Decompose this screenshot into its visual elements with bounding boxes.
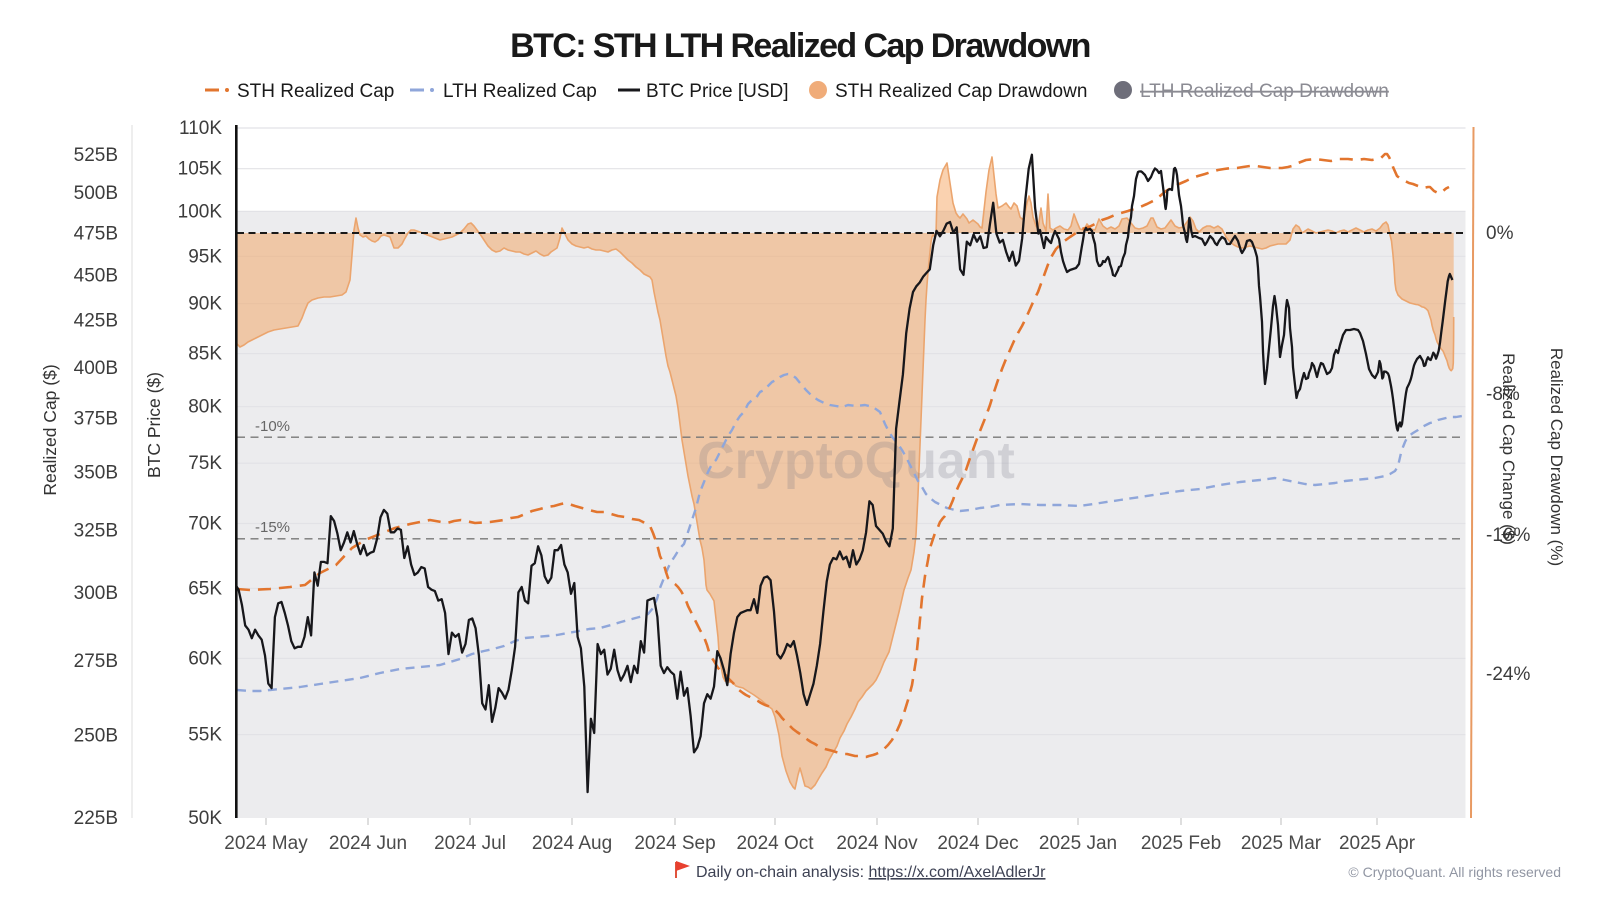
svg-text:75K: 75K — [188, 453, 222, 474]
svg-text:375B: 375B — [74, 408, 118, 429]
svg-text:110K: 110K — [179, 118, 222, 139]
svg-text:2024 Dec: 2024 Dec — [937, 833, 1018, 854]
svg-text:70K: 70K — [188, 514, 222, 535]
svg-text:2024 Nov: 2024 Nov — [836, 833, 918, 854]
svg-text:-16%: -16% — [1486, 525, 1530, 546]
svg-text:2025 Jan: 2025 Jan — [1039, 833, 1117, 854]
svg-text:2024 Sep: 2024 Sep — [634, 833, 715, 854]
svg-text:450B: 450B — [74, 266, 118, 287]
svg-text:80K: 80K — [188, 397, 222, 418]
svg-text:300B: 300B — [74, 583, 118, 604]
svg-text:500B: 500B — [74, 183, 118, 204]
svg-text:100K: 100K — [178, 201, 223, 222]
svg-text:BTC: STH LTH Realized Cap Draw: BTC: STH LTH Realized Cap Drawdown — [510, 27, 1090, 65]
svg-text:2024 Jun: 2024 Jun — [329, 833, 407, 854]
svg-text:2024 Oct: 2024 Oct — [736, 833, 814, 854]
svg-text:65K: 65K — [188, 578, 222, 599]
svg-text:-15%: -15% — [255, 519, 290, 536]
svg-text:0%: 0% — [1486, 223, 1514, 244]
svg-text:525B: 525B — [74, 145, 118, 166]
svg-text:STH Realized Cap: STH Realized Cap — [237, 81, 394, 102]
svg-text:BTC Price ($): BTC Price ($) — [144, 372, 164, 478]
svg-text:350B: 350B — [74, 462, 118, 483]
svg-text:2024 Jul: 2024 Jul — [434, 833, 506, 854]
svg-text:2024 May: 2024 May — [224, 833, 308, 854]
svg-text:-24%: -24% — [1486, 664, 1530, 685]
svg-text:© CryptoQuant. All rights rese: © CryptoQuant. All rights reserved — [1348, 864, 1561, 880]
svg-text:475B: 475B — [74, 223, 118, 244]
svg-text:425B: 425B — [74, 310, 118, 331]
svg-text:50K: 50K — [188, 808, 222, 829]
svg-text:105K: 105K — [178, 159, 223, 180]
svg-text:400B: 400B — [74, 358, 118, 379]
svg-text:2025 Apr: 2025 Apr — [1339, 833, 1416, 854]
svg-text:2025 Feb: 2025 Feb — [1141, 833, 1221, 854]
svg-text:95K: 95K — [188, 246, 222, 267]
svg-text:Realized Cap Change ($): Realized Cap Change ($) — [1499, 353, 1518, 545]
svg-text:60K: 60K — [188, 648, 222, 669]
svg-text:250B: 250B — [74, 726, 118, 747]
svg-text:Realized Cap ($): Realized Cap ($) — [40, 364, 60, 495]
svg-text:225B: 225B — [74, 808, 118, 829]
svg-text:275B: 275B — [74, 651, 118, 672]
svg-text:LTH Realized Cap: LTH Realized Cap — [443, 81, 597, 102]
svg-text:-10%: -10% — [255, 418, 290, 435]
svg-text:2025 Mar: 2025 Mar — [1241, 833, 1322, 854]
svg-text:90K: 90K — [188, 294, 222, 315]
svg-text:85K: 85K — [188, 344, 222, 365]
svg-text:BTC Price [USD]: BTC Price [USD] — [646, 81, 789, 102]
svg-text:STH Realized Cap Drawdown: STH Realized Cap Drawdown — [835, 81, 1087, 102]
svg-text:2024 Aug: 2024 Aug — [532, 833, 612, 854]
svg-text:CryptoQuant: CryptoQuant — [697, 432, 1015, 490]
svg-text:Realized Cap Drawdown (%): Realized Cap Drawdown (%) — [1547, 348, 1566, 566]
svg-text:55K: 55K — [188, 725, 222, 746]
svg-text:LTH Realized Cap Drawdown: LTH Realized Cap Drawdown — [1140, 81, 1389, 102]
svg-text:Daily on-chain analysis: https: Daily on-chain analysis: https://x.com/A… — [696, 864, 1046, 881]
svg-text:-8%: -8% — [1486, 384, 1520, 405]
svg-text:325B: 325B — [74, 520, 118, 541]
